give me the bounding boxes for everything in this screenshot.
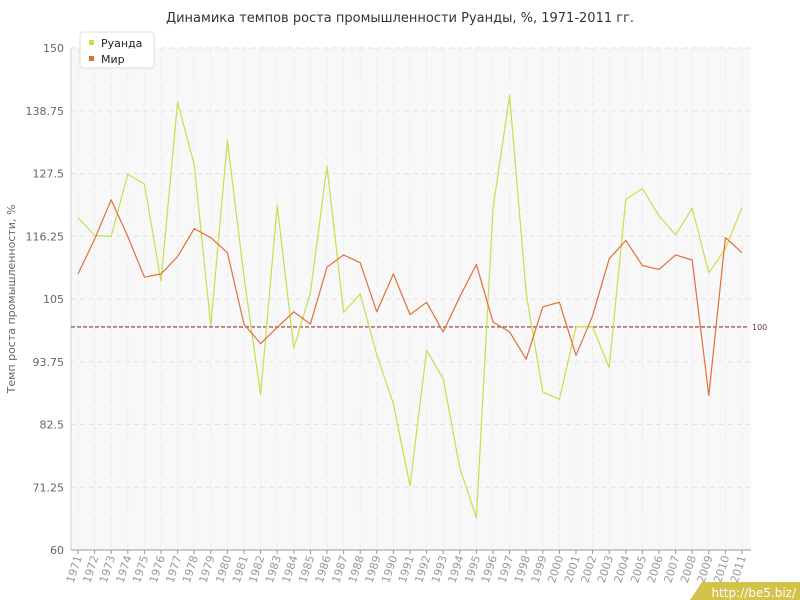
series-line-1 [77, 199, 743, 397]
y-tick-label: 60 [50, 544, 64, 557]
y-tick-label: 93.75 [33, 356, 65, 369]
y-axis-label: Темп роста промышленности, % [5, 205, 18, 395]
watermark: http://be5.biz/ [690, 582, 800, 600]
y-tick-label: 116.25 [26, 230, 65, 243]
y-tick-label: 82.5 [40, 419, 65, 432]
y-tick-label: 138.75 [26, 105, 65, 118]
legend-label-rwanda: Руанда [101, 37, 142, 50]
watermark-text: http://be5.biz/ [711, 586, 796, 600]
legend: Руанда Мир [79, 31, 155, 69]
plot-background [71, 48, 751, 550]
series [77, 94, 743, 519]
series-line-0 [77, 94, 743, 519]
legend-swatch-rwanda [89, 40, 94, 45]
legend-label-world: Мир [101, 53, 125, 66]
legend-box [79, 31, 155, 69]
grid [71, 47, 751, 550]
watermark-background [690, 582, 800, 600]
reference-line-label: 100 [752, 323, 767, 332]
reference-line: 100 [71, 323, 767, 332]
y-tick-label: 71.25 [33, 481, 65, 494]
chart-title: Динамика темпов роста промышленности Руа… [166, 11, 634, 26]
y-tick-label: 105 [43, 293, 64, 306]
y-tick-label: 127.5 [33, 168, 65, 181]
legend-swatch-world [89, 56, 94, 61]
y-tick-label: 150 [43, 42, 64, 55]
